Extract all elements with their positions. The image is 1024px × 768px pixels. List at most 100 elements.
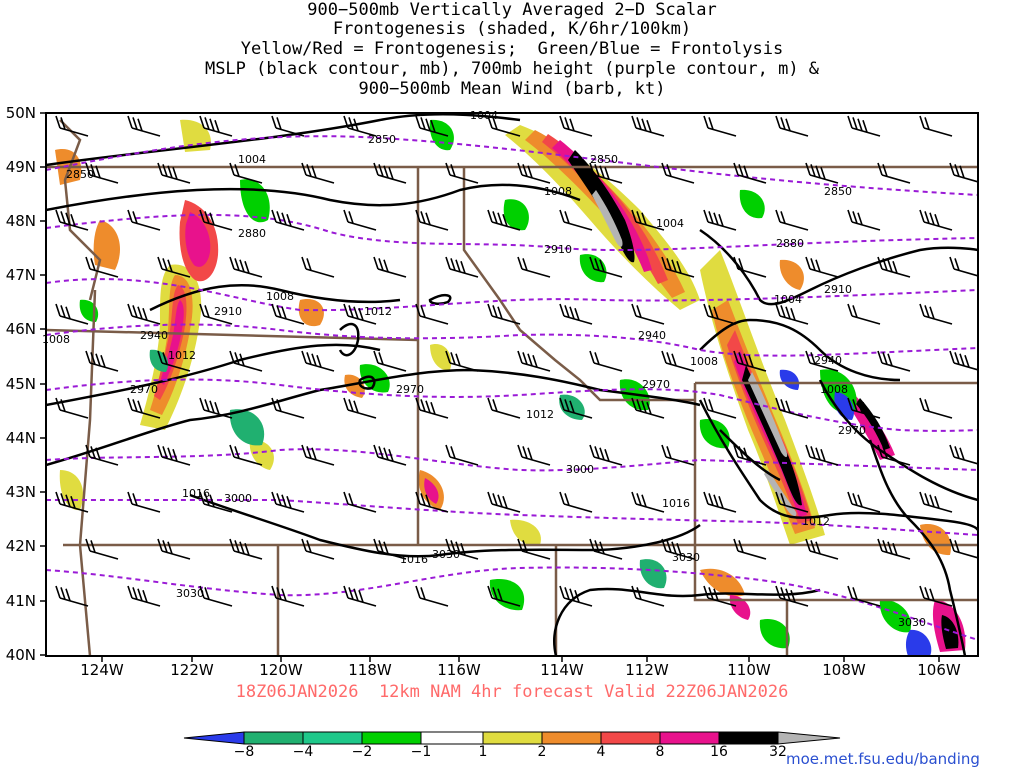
colorbar-bin	[183, 731, 245, 745]
wind-barb	[877, 162, 911, 184]
wind-barb	[301, 256, 335, 278]
wind-barb	[373, 350, 407, 372]
wind-barb	[343, 397, 377, 419]
wind-barb	[517, 162, 551, 184]
mslp-label: 1004	[470, 109, 498, 122]
wind-barb	[877, 538, 911, 560]
wind-barb	[55, 491, 89, 513]
mslp-label: 1008	[544, 185, 572, 198]
wind-barb	[847, 397, 881, 419]
wind-barb	[775, 303, 809, 325]
mslp-label: 1016	[400, 553, 428, 566]
height-labels: 2850 2850 2850 2850 2880 2880 2910 2910 …	[66, 133, 926, 629]
wind-barb	[199, 491, 233, 513]
wind-barb	[271, 209, 305, 231]
wind-barb	[589, 538, 623, 560]
wind-barb	[157, 162, 191, 184]
wind-barb	[805, 162, 839, 184]
wind-barb	[559, 585, 593, 607]
lon-label: 110W	[727, 661, 771, 679]
lat-label: 43N	[5, 483, 36, 501]
mslp-label: 1012	[526, 408, 554, 421]
wind-barb	[847, 115, 881, 137]
lon-label: 114W	[540, 661, 584, 679]
wind-barb	[703, 303, 737, 325]
wind-barb	[55, 585, 89, 607]
wind-barb	[775, 491, 809, 513]
credit-link[interactable]: moe.met.fsu.edu/banding	[786, 750, 980, 768]
wind-barb	[631, 585, 665, 607]
colorbar-bin	[302, 731, 363, 745]
wind-barb	[631, 397, 665, 419]
wind-barb	[85, 256, 119, 278]
wind-barb	[733, 162, 767, 184]
mslp-label: 1012	[364, 305, 392, 318]
mslp-label: 1004	[774, 293, 802, 306]
wind-barb	[415, 303, 449, 325]
mslp-label: 1004	[238, 153, 266, 166]
height-label: 2910	[544, 243, 572, 256]
wind-barb	[271, 585, 305, 607]
wind-barb	[343, 491, 377, 513]
colorbar-bin	[482, 731, 543, 745]
wind-barb	[805, 256, 839, 278]
wind-barb	[199, 303, 233, 325]
wind-barb	[373, 256, 407, 278]
wind-barb	[661, 350, 695, 372]
lon-label: 122W	[170, 661, 214, 679]
wind-barb	[301, 444, 335, 466]
wind-barb	[559, 209, 593, 231]
wind-barb	[445, 256, 479, 278]
height-label: 2910	[824, 283, 852, 296]
wind-barb	[703, 491, 737, 513]
height-label: 2940	[814, 354, 842, 367]
wind-barb	[127, 585, 161, 607]
colorbar-label: −2	[351, 744, 373, 760]
wind-barb	[229, 350, 263, 372]
wind-barb	[157, 538, 191, 560]
wind-barb	[301, 162, 335, 184]
wind-barb	[661, 444, 695, 466]
wind-barb	[877, 350, 911, 372]
wind-barb	[85, 538, 119, 560]
state-borders	[46, 119, 978, 656]
height-label: 2880	[238, 227, 266, 240]
wind-barb	[127, 209, 161, 231]
wind-barb	[157, 350, 191, 372]
mslp-labels: 1004 1004 1008 1004 1008 1012 1012 1008 …	[42, 109, 848, 566]
height-label: 3030	[432, 548, 460, 561]
wind-barb	[445, 444, 479, 466]
lat-label: 45N	[5, 375, 36, 393]
lon-label: 116W	[437, 661, 481, 679]
colorbar-label: 16	[710, 744, 728, 760]
wind-barb	[271, 115, 305, 137]
wind-barb	[229, 256, 263, 278]
wind-barb	[415, 491, 449, 513]
wind-barb	[517, 538, 551, 560]
forecast-valid-text: 18Z06JAN2026 12km NAM 4hr forecast Valid…	[235, 682, 789, 702]
wind-barb	[199, 397, 233, 419]
colorbar	[183, 731, 841, 745]
wind-barb	[229, 162, 263, 184]
colorbar-label: −1	[410, 744, 432, 760]
wind-barb	[517, 444, 551, 466]
wind-barb	[877, 256, 911, 278]
wind-barb	[445, 538, 479, 560]
wind-barb	[775, 585, 809, 607]
height-label: 3030	[176, 587, 204, 600]
wind-barb	[415, 585, 449, 607]
wind-barb	[55, 209, 89, 231]
wind-barb	[445, 350, 479, 372]
title-line-5: 900−500mb Mean Wind (barb, kt)	[358, 79, 666, 99]
wind-barb	[343, 209, 377, 231]
wind-barb	[805, 444, 839, 466]
wind-barb	[271, 491, 305, 513]
wind-barb	[631, 491, 665, 513]
wind-barb	[301, 538, 335, 560]
wind-barb	[487, 115, 521, 137]
wind-barb	[919, 397, 953, 419]
wind-barb	[919, 303, 953, 325]
wind-barb	[847, 585, 881, 607]
lat-label: 49N	[5, 158, 36, 176]
